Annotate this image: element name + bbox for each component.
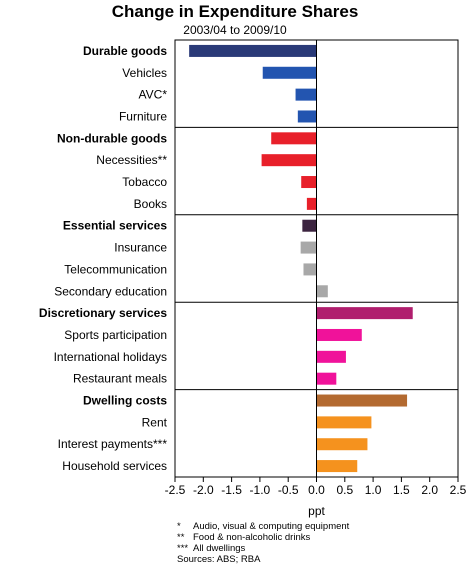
bar-household-services (316, 460, 358, 473)
category-label: International holidays (54, 350, 167, 364)
x-tick-label: -2.5 (165, 483, 186, 497)
x-tick-label: 0.5 (336, 483, 353, 497)
x-tick-label: -2.0 (193, 483, 214, 497)
bar-sports-participation (316, 328, 362, 341)
x-axis-label: ppt (308, 504, 325, 518)
bar-interest-payments (316, 438, 368, 451)
category-label: Rent (142, 415, 168, 429)
bar-dwelling-costs (316, 394, 408, 407)
x-tick-label: 1.5 (393, 483, 410, 497)
bar-non-durable-goods (271, 132, 317, 145)
bar-chart: Durable goods Vehicles AVC* Furniture Non-du… (39, 39, 467, 518)
x-tick-label: 2.0 (421, 483, 438, 497)
category-label: Essential services (63, 219, 167, 233)
category-label: Interest payments*** (58, 437, 168, 451)
chart-title: Change in Expenditure Shares (111, 2, 359, 21)
chart-subtitle: 2003/04 to 2009/10 (183, 23, 287, 37)
category-label: Household services (62, 459, 167, 473)
category-label: Restaurant meals (73, 372, 167, 386)
bar-furniture (297, 110, 317, 123)
bar-avc (295, 88, 317, 101)
category-label: Telecommunication (64, 262, 167, 276)
x-tick-label: 2.5 (450, 483, 467, 497)
bar-tobacco (301, 176, 317, 189)
category-label: Tobacco (122, 175, 167, 189)
bar-international-holidays (316, 350, 346, 363)
x-tick-label: -1.0 (250, 483, 271, 497)
bar-rent (316, 416, 372, 429)
category-label: Durable goods (83, 44, 167, 58)
bar-restaurant-meals (316, 372, 337, 385)
bar-insurance (300, 241, 317, 254)
category-label: Vehicles (122, 66, 167, 80)
bar-secondary-education (316, 285, 328, 298)
x-tick-label: -0.5 (278, 483, 299, 497)
sources-note: Sources: ABS; RBA (177, 554, 261, 565)
category-label: Furniture (119, 109, 167, 123)
footnote-necessities: ** Food & non-alcoholic drinks (177, 532, 311, 543)
bar-books (306, 197, 317, 210)
category-label: Necessities** (96, 153, 167, 167)
category-label: Sports participation (64, 328, 167, 342)
x-tick-label: 1.0 (365, 483, 382, 497)
bar-vehicles (262, 66, 317, 79)
footnote-audio-visual: * Audio, visual & computing equipment (177, 521, 350, 532)
x-tick-label: 0.0 (308, 483, 325, 497)
category-label: AVC* (139, 88, 168, 102)
category-label: Dwelling costs (83, 394, 167, 408)
bar-durable-goods (189, 44, 317, 57)
bar-telecommunication (303, 263, 317, 276)
category-label: Books (134, 197, 167, 211)
x-tick-label: -1.5 (221, 483, 242, 497)
footnotes: * Audio, visual & computing equipment ** F… (177, 521, 349, 565)
bar-discretionary-services (316, 307, 413, 320)
bar-essential-services (302, 219, 317, 232)
footnote-interest-payments: *** All dwellings (177, 543, 246, 554)
category-label: Insurance (114, 241, 167, 255)
bar-necessities (261, 154, 317, 167)
category-label: Discretionary services (39, 306, 167, 320)
category-label: Secondary education (54, 284, 167, 298)
category-label: Non-durable goods (57, 131, 167, 145)
